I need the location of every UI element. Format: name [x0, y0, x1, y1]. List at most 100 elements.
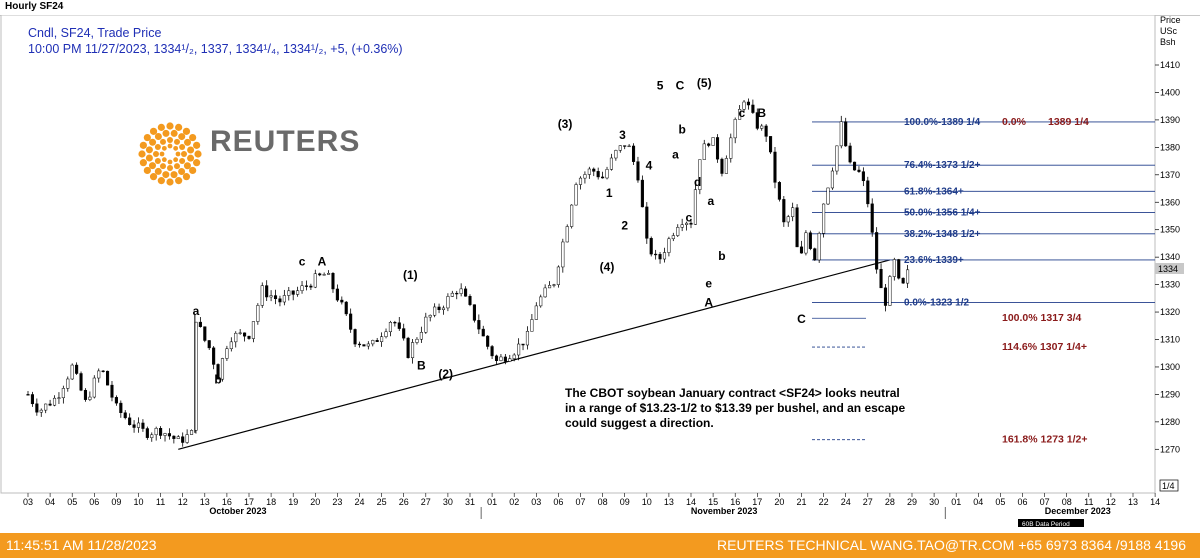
wave-label: a	[672, 147, 679, 161]
x-tick-label: 15	[708, 497, 718, 507]
candle-body	[791, 207, 795, 217]
logo-dot	[189, 133, 197, 142]
candle-body	[446, 296, 450, 309]
candle-body	[614, 150, 618, 159]
logo-dot	[157, 123, 165, 131]
logo-dot	[162, 129, 170, 137]
x-tick-label: 14	[686, 497, 696, 507]
logo-dot	[154, 158, 161, 164]
current-price-marker	[1155, 263, 1184, 274]
y-tick-label: 1320	[1160, 307, 1180, 317]
candle-body	[455, 292, 459, 295]
x-tick-label: 06	[1017, 497, 1027, 507]
candle-body	[110, 384, 114, 398]
reuters-logo: REUTERS	[138, 122, 359, 186]
candle-body	[503, 356, 507, 362]
logo-dot	[174, 163, 180, 170]
note-line1: The CBOT soybean January contract <SF24>…	[565, 386, 900, 400]
trendline	[178, 259, 891, 450]
x-tick-label: 06	[553, 497, 563, 507]
time-axis: 03 04 05 06 09 10 11 12 13 16 17 18 19 20 23 24 25 26 27 30…	[1, 492, 1160, 519]
candle-body	[406, 337, 410, 359]
candle-body	[574, 184, 578, 206]
fib-label: 50.0%-1356 1/4+	[904, 208, 981, 219]
candle-body	[172, 435, 176, 439]
trendline-layer	[178, 259, 891, 450]
candle-body	[738, 109, 742, 120]
plot-area	[0, 15, 1156, 494]
candle-body	[799, 246, 804, 254]
y-tick-label: 1350	[1160, 225, 1180, 235]
x-tick-label: 22	[819, 497, 829, 507]
x-tick-label: 06	[89, 497, 99, 507]
candle-body	[114, 397, 118, 404]
candle-body	[375, 340, 379, 342]
logo-dot	[194, 150, 202, 158]
y-tick-label: 1400	[1160, 87, 1180, 97]
candle-body	[685, 222, 689, 225]
fib-label: 100.0%-1389 1/4	[904, 117, 981, 128]
candle-body	[154, 428, 158, 436]
x-tick-label: 05	[995, 497, 1005, 507]
scale-label: 1/4	[1162, 481, 1175, 491]
wave-label: B	[757, 106, 766, 120]
candle-body	[548, 285, 552, 289]
candle-body	[380, 336, 384, 342]
candle-body	[530, 319, 534, 332]
x-tick-label: 09	[620, 497, 630, 507]
logo-dot	[148, 162, 156, 170]
y-tick-label: 1310	[1160, 335, 1180, 345]
wave-label: (5)	[697, 76, 712, 90]
candle-body	[786, 216, 790, 223]
candle-body	[826, 187, 830, 205]
candle-body	[830, 170, 834, 189]
candle-body	[618, 145, 622, 151]
y-tick-label: 1410	[1160, 60, 1180, 70]
x-tick-label: 17	[752, 497, 762, 507]
candle-body	[296, 290, 300, 295]
wave-label: 5	[657, 79, 664, 93]
candle-body	[879, 269, 883, 289]
candle-body	[318, 273, 322, 276]
candle-body	[388, 322, 392, 333]
logo-dot	[179, 144, 186, 150]
candle-body	[857, 169, 861, 172]
x-tick-label: 13	[664, 497, 674, 507]
candle-body	[654, 253, 658, 256]
reuters-logo-icon	[138, 122, 202, 186]
candle-body	[724, 158, 728, 174]
candle-body	[97, 370, 101, 379]
candle-body	[362, 344, 366, 347]
candle-body	[583, 174, 587, 179]
wave-label: c	[738, 106, 745, 120]
x-tick-label: 20	[774, 497, 784, 507]
candle-body	[499, 356, 503, 361]
candle-body	[773, 151, 777, 183]
x-tick-label: 03	[531, 497, 541, 507]
footer-bar: 11:45:51 AM 11/28/2023 REUTERS TECHNICAL…	[0, 533, 1200, 558]
candle-body	[415, 338, 419, 343]
candle-body	[534, 305, 538, 320]
x-tick-label: 24	[354, 497, 364, 507]
logo-dot	[149, 173, 158, 181]
candle-body	[636, 161, 640, 181]
candle-body	[75, 364, 79, 374]
wave-label: B	[417, 359, 426, 373]
logo-dot	[160, 138, 166, 145]
candle-body	[101, 370, 105, 372]
footer-timestamp: 11:45:51 AM 11/28/2023	[6, 537, 157, 553]
candle-body	[35, 403, 39, 413]
candle-body	[402, 328, 406, 339]
x-tick-label: 19	[288, 497, 298, 507]
candle-body	[477, 320, 481, 330]
scale-box[interactable]	[1159, 479, 1179, 492]
candle-body	[755, 112, 759, 129]
x-tick-label: 12	[178, 497, 188, 507]
logo-dot	[175, 151, 181, 157]
candle-body	[185, 434, 189, 443]
logo-dot	[170, 171, 178, 179]
candle-body	[565, 226, 569, 243]
x-tick-label: 31	[465, 497, 475, 507]
candle-body	[587, 168, 591, 175]
logo-dot	[178, 168, 186, 176]
